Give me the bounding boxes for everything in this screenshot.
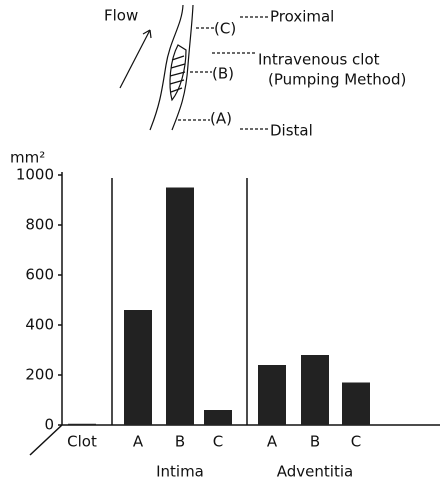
diagram-label: Distal [270,122,313,140]
axis [29,172,440,456]
y-tick-label: 1000 [16,166,54,184]
x-tick-label: B [310,433,320,451]
diagram-label: Proximal [270,8,334,26]
x-tick-label: A [133,433,144,451]
clot-hatch [169,55,186,93]
vein-wall [171,4,194,131]
clot-shape [169,44,187,102]
bar [166,187,194,425]
y-tick-label: 800 [25,216,54,234]
y-tick-label: 400 [25,316,54,334]
y-tick-label: 200 [25,366,54,384]
y-tick-label: 600 [25,266,54,284]
flow-arrowhead [142,29,152,39]
diagram-label: Intravenous clot [258,51,380,69]
leader-line [178,16,268,130]
y-tick-label: 0 [44,416,54,434]
bar [204,410,232,425]
x-tick-label: B [175,433,185,451]
diagram-label: (Pumping Method) [268,71,406,89]
vein-diagram: Flow (C) Proximal Intravenous clot (Pump… [104,4,406,140]
diagram-label: (C) [214,20,236,38]
x-tick-label: A [267,433,278,451]
diagram-label: (B) [212,65,234,83]
group-label: Intima [156,463,204,481]
group-label: Adventitia [277,463,353,481]
bar [124,310,152,425]
bar [301,355,329,425]
bar [342,382,370,425]
flow-arrow [119,29,151,89]
diagram-label: (A) [210,110,232,128]
vein-wall [149,4,184,131]
flow-label: Flow [104,7,138,25]
y-axis-unit: mm² [10,149,45,167]
x-tick-label: Clot [67,433,97,451]
bar [68,423,96,425]
x-tick-label: C [213,433,223,451]
bar [258,365,286,425]
x-tick-label: C [351,433,361,451]
